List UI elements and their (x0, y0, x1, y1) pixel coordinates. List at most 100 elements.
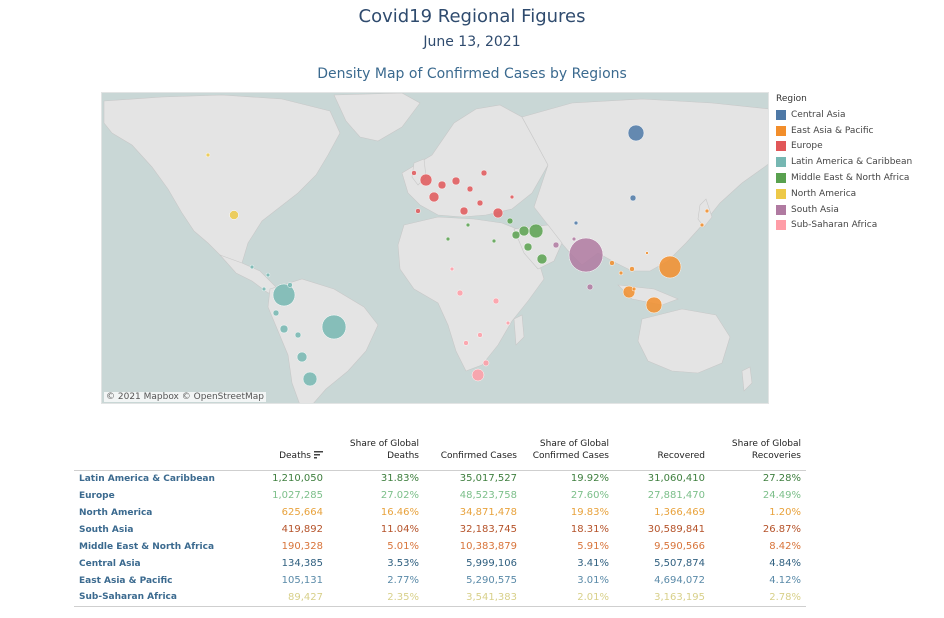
region-bubble[interactable] (505, 320, 511, 326)
region-name-cell[interactable]: North America (79, 507, 153, 518)
region-bubble[interactable] (627, 124, 645, 142)
value-cell[interactable]: 3,541,383 (424, 589, 522, 607)
region-bubble[interactable] (476, 199, 484, 207)
region-bubble[interactable] (279, 324, 289, 334)
region-bubble[interactable] (645, 251, 649, 255)
value-cell[interactable]: 32,183,745 (459, 524, 517, 535)
legend-item[interactable]: Central Asia (776, 107, 941, 123)
region-bubble[interactable] (463, 340, 469, 346)
region-bubble[interactable] (466, 185, 474, 193)
value-cell[interactable]: 31,060,410 (614, 469, 710, 487)
legend-item[interactable]: East Asia & Pacific (776, 123, 941, 139)
value-cell[interactable]: 48,523,758 (459, 490, 517, 501)
value-cell[interactable]: 5.01% (387, 541, 419, 552)
share-global-deaths-header[interactable]: Share of Global Deaths (349, 438, 419, 461)
value-cell[interactable]: 16.46% (380, 507, 419, 518)
region-bubble[interactable] (645, 296, 663, 314)
region-bubble[interactable] (428, 191, 440, 203)
region-name-cell[interactable]: Central Asia (79, 558, 141, 569)
map-attribution[interactable]: © 2021 Mapbox © OpenStreetMap (104, 392, 266, 402)
region-bubble[interactable] (411, 170, 417, 176)
legend-item[interactable]: Sub-Saharan Africa (776, 218, 941, 234)
value-cell[interactable]: 2.77% (387, 575, 419, 586)
value-cell[interactable]: 2.35% (328, 589, 424, 607)
region-bubble[interactable] (536, 253, 548, 265)
region-bubble[interactable] (445, 236, 451, 242)
legend-item[interactable]: Latin America & Caribbean (776, 154, 941, 170)
region-bubble[interactable] (415, 208, 421, 214)
region-bubble[interactable] (492, 297, 500, 305)
value-cell[interactable]: 5,999,106 (466, 558, 517, 569)
region-bubble[interactable] (229, 210, 239, 220)
region-bubble[interactable] (272, 283, 296, 307)
region-bubble[interactable] (437, 180, 447, 190)
region-bubble[interactable] (658, 255, 682, 279)
region-bubble[interactable] (552, 241, 560, 249)
region-bubble[interactable] (518, 225, 530, 237)
value-cell[interactable]: 26.87% (762, 524, 801, 535)
value-cell[interactable]: 2.01% (522, 589, 614, 607)
region-bubble[interactable] (265, 272, 271, 278)
value-cell[interactable]: 3.01% (577, 575, 609, 586)
value-cell[interactable]: 2.78% (710, 589, 806, 607)
region-bubble[interactable] (506, 217, 514, 225)
region-bubble[interactable] (471, 368, 485, 382)
value-cell[interactable]: 24.49% (762, 490, 801, 501)
map-canvas[interactable] (102, 93, 769, 404)
table-row[interactable]: East Asia & Pacific 105,131 2.77% 5,290,575… (74, 572, 806, 589)
region-bubble[interactable] (704, 208, 710, 214)
region-bubble[interactable] (573, 220, 579, 226)
share-global-recoveries-header[interactable]: Share of Global Recoveries (731, 438, 801, 461)
value-cell[interactable]: 18.31% (570, 524, 609, 535)
region-bubble[interactable] (491, 238, 497, 244)
region-bubble[interactable] (249, 264, 255, 270)
value-cell[interactable]: 4.12% (769, 575, 801, 586)
value-cell[interactable]: 27.02% (380, 490, 419, 501)
region-bubble[interactable] (480, 169, 488, 177)
value-cell[interactable]: 10,383,879 (459, 541, 517, 552)
region-bubble[interactable] (586, 283, 594, 291)
value-cell[interactable]: 1,210,050 (238, 469, 328, 487)
value-cell[interactable]: 3.41% (577, 558, 609, 569)
legend-item[interactable]: South Asia (776, 202, 941, 218)
share-global-confirmed-header[interactable]: Share of Global Confirmed Cases (532, 438, 609, 461)
table-row[interactable]: North America 625,664 16.46% 34,871,478 19.8… (74, 504, 806, 521)
deaths-column-header[interactable]: Deaths (238, 432, 328, 470)
value-cell[interactable]: 1.20% (769, 507, 801, 518)
region-name-cell[interactable]: Middle East & North Africa (79, 541, 215, 552)
table-row[interactable]: Sub-Saharan Africa 89,427 2.35% 3,541,383 2.… (74, 589, 806, 607)
value-cell[interactable]: 5,507,874 (654, 558, 705, 569)
value-cell[interactable]: 27.28% (710, 469, 806, 487)
region-bubble[interactable] (523, 242, 533, 252)
value-cell[interactable]: 19.92% (522, 469, 614, 487)
region-bubble[interactable] (456, 289, 464, 297)
region-bubble[interactable] (287, 282, 293, 288)
region-bubble[interactable] (296, 351, 308, 363)
region-bubble[interactable] (528, 223, 544, 239)
region-bubbles[interactable] (205, 124, 710, 387)
value-cell[interactable]: 3,163,195 (614, 589, 710, 607)
value-cell[interactable]: 89,427 (238, 589, 328, 607)
confirmed-cases-header[interactable]: Confirmed Cases (440, 450, 517, 461)
value-cell[interactable]: 3.53% (387, 558, 419, 569)
region-bubble[interactable] (294, 331, 302, 339)
value-cell[interactable]: 5,290,575 (466, 575, 517, 586)
value-cell[interactable]: 190,328 (281, 541, 323, 552)
region-bubble[interactable] (509, 194, 515, 200)
region-name-cell[interactable]: Latin America & Caribbean (74, 469, 238, 487)
region-bubble[interactable] (302, 371, 318, 387)
region-bubble[interactable] (629, 266, 635, 272)
region-bubble[interactable] (205, 152, 211, 158)
value-cell[interactable]: 105,131 (281, 575, 323, 586)
region-bubble[interactable] (568, 237, 604, 273)
value-cell[interactable]: 11.04% (380, 524, 419, 535)
legend-item[interactable]: North America (776, 186, 941, 202)
value-cell[interactable]: 35,017,527 (424, 469, 522, 487)
region-legend[interactable]: Region Central Asia East Asia & Pacific Eu… (776, 94, 941, 233)
region-bubble[interactable] (631, 286, 637, 292)
value-cell[interactable]: 5.91% (577, 541, 609, 552)
deaths-header-label[interactable]: Deaths (279, 450, 311, 461)
region-bubble[interactable] (321, 314, 347, 340)
region-bubble[interactable] (699, 222, 705, 228)
table-row[interactable]: Central Asia 134,385 3.53% 5,999,106 3.41% 5,… (74, 555, 806, 572)
